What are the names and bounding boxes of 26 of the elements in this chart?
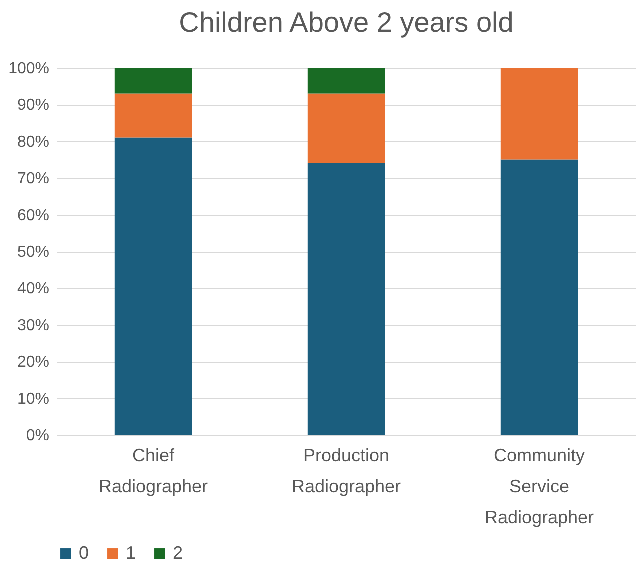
y-tick-label: 100% xyxy=(8,60,50,78)
x-tick-label: Production Radiographer xyxy=(292,446,402,496)
legend-label: 1 xyxy=(126,543,136,563)
y-tick-label: 20% xyxy=(17,354,50,372)
bar xyxy=(308,163,386,435)
legend-label: 0 xyxy=(79,543,90,563)
y-tick-label: 40% xyxy=(17,280,50,298)
legend-label: 2 xyxy=(173,543,184,563)
bar xyxy=(308,94,386,164)
y-tick-label: 50% xyxy=(17,244,50,261)
bar xyxy=(114,138,192,435)
y-tick-label: 0% xyxy=(26,428,50,444)
y-tick-label: 30% xyxy=(17,317,50,334)
bar xyxy=(500,68,578,160)
y-tick-label: 80% xyxy=(17,134,50,151)
bar xyxy=(308,68,386,94)
y-tick-label: 60% xyxy=(17,207,50,224)
bar xyxy=(114,68,192,94)
x-tick-label: Community Service Radiographer xyxy=(484,446,594,528)
bar xyxy=(114,94,192,138)
x-tick-label: Chief Radiographer xyxy=(98,446,208,496)
y-tick-label: 70% xyxy=(17,170,50,188)
bar xyxy=(500,160,578,435)
chart-title: Children Above 2 years old xyxy=(179,7,514,38)
y-tick-label: 10% xyxy=(17,390,50,408)
y-tick-label: 90% xyxy=(17,97,50,114)
